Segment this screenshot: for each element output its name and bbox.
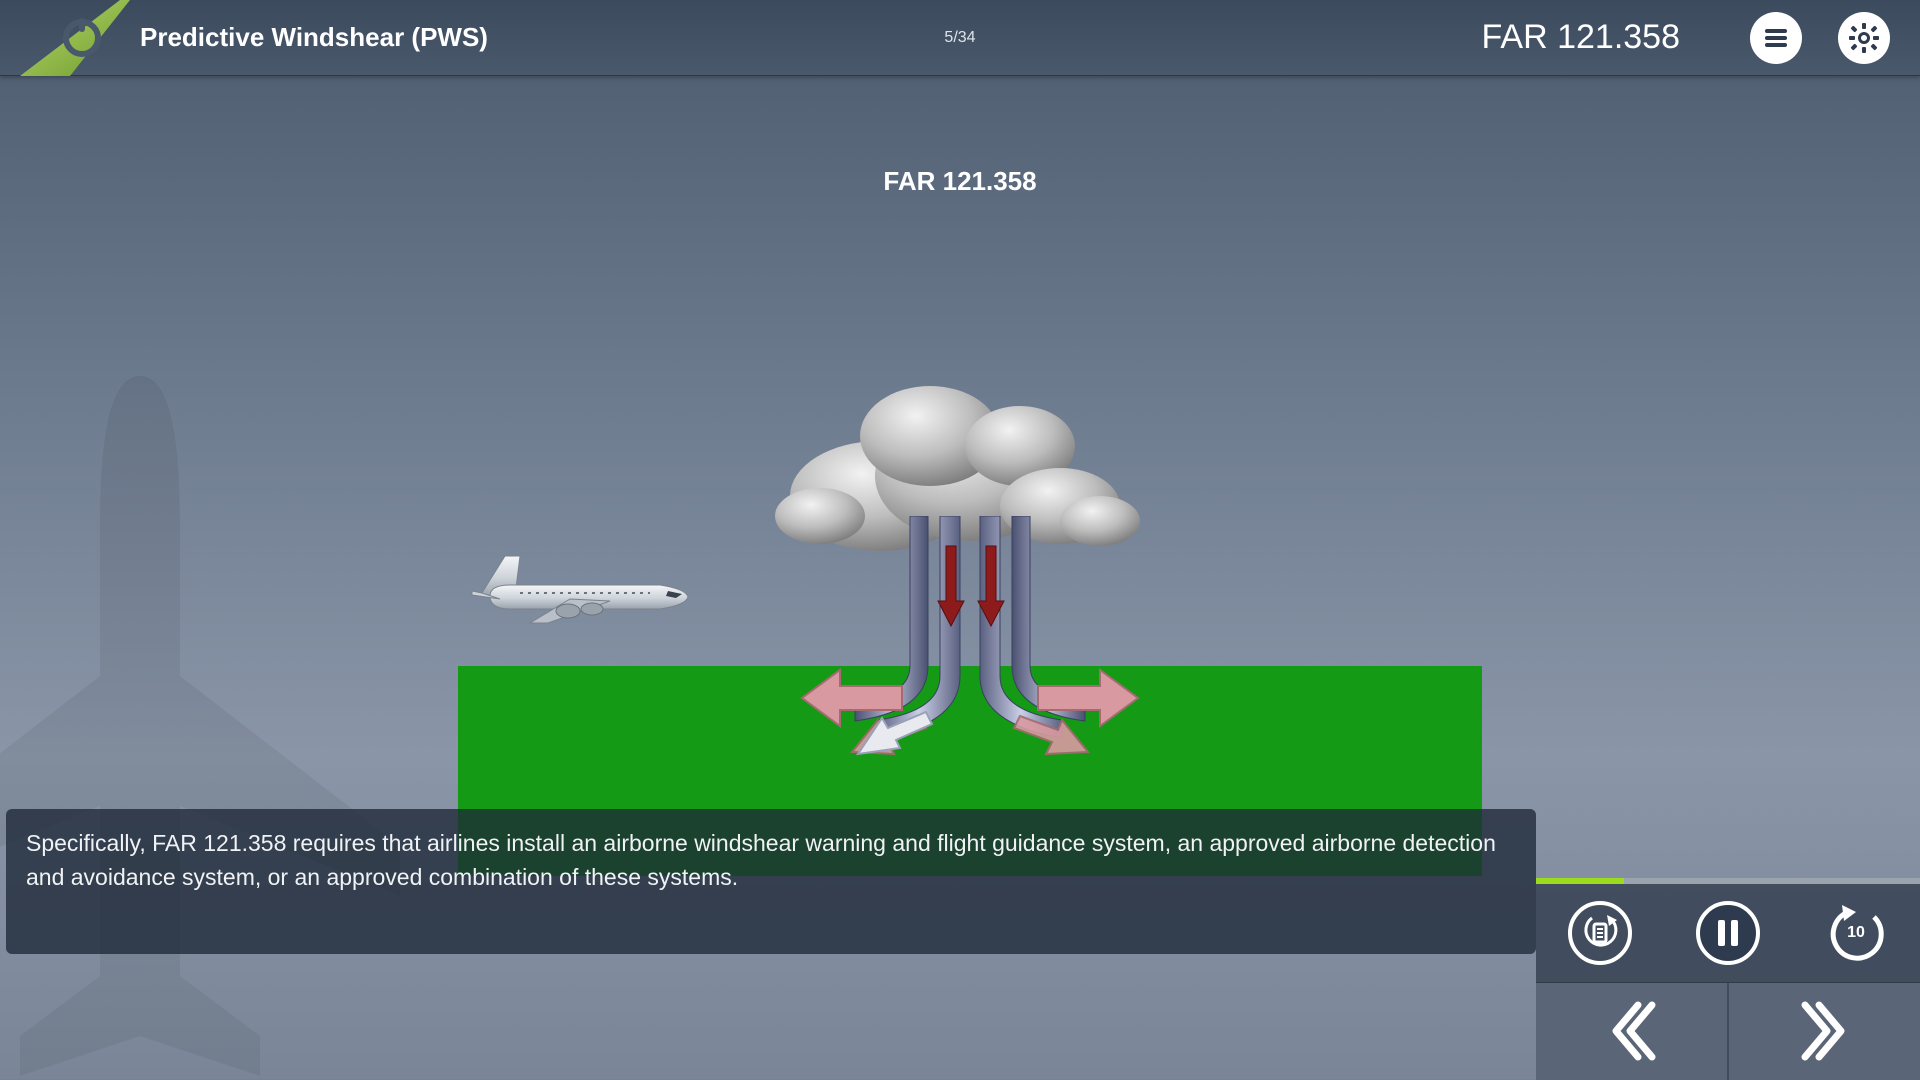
caption-panel: Specifically, FAR 121.358 requires that … (6, 809, 1536, 954)
menu-button[interactable] (1750, 12, 1802, 64)
transcript-button[interactable] (1568, 901, 1632, 965)
chevron-left-icon (1604, 999, 1660, 1063)
caption-text: Specifically, FAR 121.358 requires that … (26, 830, 1496, 889)
diagram-aircraft-icon (470, 551, 690, 631)
hamburger-icon (1761, 23, 1791, 53)
pause-icon (1715, 918, 1741, 948)
diagram-microburst-icon (800, 516, 1140, 776)
rewind-seconds-label: 10 (1847, 924, 1865, 942)
rewind-10-button[interactable]: 10 (1824, 901, 1888, 965)
slide-title: FAR 121.358 (883, 166, 1036, 197)
page-counter: 5/34 (944, 29, 975, 47)
course-title: Predictive Windshear (PWS) (140, 22, 488, 53)
gear-icon (1848, 22, 1880, 54)
pause-button[interactable] (1696, 901, 1760, 965)
top-bar: Predictive Windshear (PWS) 5/34 FAR 121.… (0, 0, 1920, 76)
settings-button[interactable] (1838, 12, 1890, 64)
section-label: FAR 121.358 (1482, 18, 1680, 57)
watermark-aircraft-icon (0, 376, 400, 1080)
prev-slide-button[interactable] (1536, 983, 1727, 1080)
transcript-icon (1581, 914, 1619, 952)
next-slide-button[interactable] (1727, 983, 1920, 1080)
app-logo (0, 0, 130, 76)
playback-dock: 10 (1536, 884, 1920, 1080)
topbar-actions (1750, 12, 1890, 64)
chevron-right-icon (1797, 999, 1853, 1063)
